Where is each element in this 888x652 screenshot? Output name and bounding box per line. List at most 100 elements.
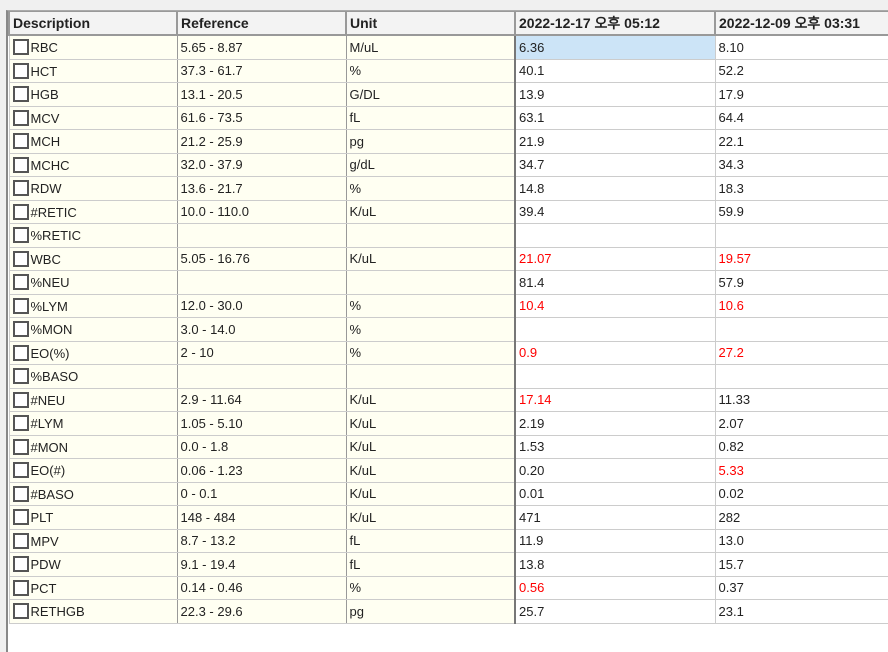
row-checkbox[interactable] [12,556,29,573]
description-cell[interactable]: %MON [8,317,178,342]
description-cell[interactable]: #MON [8,434,178,459]
row-checkbox[interactable] [12,250,29,267]
value-cell-date-1[interactable]: 34.7 [514,152,716,177]
table-row[interactable]: %RETIC [8,223,888,248]
value-cell-date-1[interactable]: 17.14 [514,387,716,412]
header-date-2[interactable]: 2022-12-09 오후 03:31 [714,11,888,36]
unit-cell[interactable]: K/uL [345,481,516,506]
description-cell[interactable]: %RETIC [8,223,178,248]
value-cell-date-2[interactable]: 282 [714,505,888,530]
table-row[interactable]: PDW 9.1 - 19.4 fL 13.8 15.7 [8,552,888,577]
table-row[interactable]: MPV 8.7 - 13.2 fL 11.9 13.0 [8,528,888,553]
row-checkbox[interactable] [12,462,29,479]
description-cell[interactable]: RDW [8,176,178,201]
reference-cell[interactable]: 13.1 - 20.5 [176,82,347,107]
reference-cell[interactable]: 0 - 0.1 [176,481,347,506]
unit-cell[interactable]: fL [345,105,516,130]
table-row[interactable]: RETHGB 22.3 - 29.6 pg 25.7 23.1 [8,599,888,624]
value-cell-date-2[interactable]: 17.9 [714,82,888,107]
description-cell[interactable]: HGB [8,82,178,107]
row-checkbox[interactable] [12,415,29,432]
value-cell-date-1[interactable]: 39.4 [514,199,716,224]
row-checkbox[interactable] [12,297,29,314]
unit-cell[interactable]: fL [345,528,516,553]
table-row[interactable]: #LYM 1.05 - 5.10 K/uL 2.19 2.07 [8,411,888,436]
row-checkbox[interactable] [12,227,29,244]
value-cell-date-1[interactable]: 21.07 [514,246,716,271]
value-cell-date-1[interactable]: 25.7 [514,599,716,624]
description-cell[interactable]: PCT [8,575,178,600]
row-checkbox[interactable] [12,532,29,549]
unit-cell[interactable]: % [345,293,516,318]
table-row[interactable]: #NEU 2.9 - 11.64 K/uL 17.14 11.33 [8,387,888,412]
reference-cell[interactable]: 0.06 - 1.23 [176,458,347,483]
description-cell[interactable]: PDW [8,552,178,577]
value-cell-date-2[interactable]: 64.4 [714,105,888,130]
row-checkbox[interactable] [12,109,29,126]
value-cell-date-1[interactable]: 13.9 [514,82,716,107]
table-row[interactable]: MCH 21.2 - 25.9 pg 21.9 22.1 [8,129,888,154]
value-cell-date-1[interactable]: 63.1 [514,105,716,130]
unit-cell[interactable]: K/uL [345,458,516,483]
description-cell[interactable]: #RETIC [8,199,178,224]
value-cell-date-1[interactable]: 0.56 [514,575,716,600]
row-checkbox[interactable] [12,368,29,385]
description-cell[interactable]: #NEU [8,387,178,412]
unit-cell[interactable] [345,270,516,295]
unit-cell[interactable]: pg [345,129,516,154]
value-cell-date-2[interactable]: 15.7 [714,552,888,577]
row-checkbox[interactable] [12,579,29,596]
reference-cell[interactable]: 12.0 - 30.0 [176,293,347,318]
reference-cell[interactable]: 61.6 - 73.5 [176,105,347,130]
row-checkbox[interactable] [12,603,29,620]
description-cell[interactable]: EO(%) [8,340,178,365]
table-row[interactable]: WBC 5.05 - 16.76 K/uL 21.07 19.57 [8,246,888,271]
table-row[interactable]: MCHC 32.0 - 37.9 g/dL 34.7 34.3 [8,152,888,177]
table-row[interactable]: MCV 61.6 - 73.5 fL 63.1 64.4 [8,105,888,130]
row-checkbox[interactable] [12,86,29,103]
description-cell[interactable]: RETHGB [8,599,178,624]
reference-cell[interactable]: 0.14 - 0.46 [176,575,347,600]
table-row[interactable]: EO(%) 2 - 10% 0.9 27.2 [8,340,888,365]
row-checkbox[interactable] [12,274,29,291]
value-cell-date-2[interactable]: 8.10 [714,34,888,60]
value-cell-date-2[interactable]: 5.33 [714,458,888,483]
unit-cell[interactable] [345,364,516,389]
unit-cell[interactable]: M/uL [345,34,516,60]
header-reference[interactable]: Reference [176,11,347,36]
row-checkbox[interactable] [12,485,29,502]
unit-cell[interactable]: K/uL [345,387,516,412]
header-date-1[interactable]: 2022-12-17 오후 05:12 [514,11,716,36]
description-cell[interactable]: RBC [8,34,178,60]
table-row[interactable]: RBC 5.65 - 8.87 M/uL 6.36 8.10 [8,34,888,60]
unit-cell[interactable]: % [345,176,516,201]
table-row[interactable]: %LYM 12.0 - 30.0% 10.4 10.6 [8,293,888,318]
value-cell-date-1[interactable]: 471 [514,505,716,530]
header-description[interactable]: Description [8,11,178,36]
unit-cell[interactable]: % [345,575,516,600]
value-cell-date-1[interactable]: 0.9 [514,340,716,365]
description-cell[interactable]: MCHC [8,152,178,177]
value-cell-date-2[interactable]: 0.37 [714,575,888,600]
value-cell-date-2[interactable]: 27.2 [714,340,888,365]
table-row[interactable]: %NEU 81.4 57.9 [8,270,888,295]
table-row[interactable]: #BASO 0 - 0.1 K/uL 0.01 0.02 [8,481,888,506]
value-cell-date-2[interactable]: 52.2 [714,58,888,83]
table-row[interactable]: #MON 0.0 - 1.8 K/uL 1.53 0.82 [8,434,888,459]
value-cell-date-2[interactable]: 57.9 [714,270,888,295]
reference-cell[interactable] [176,223,347,248]
value-cell-date-2[interactable] [714,317,888,342]
reference-cell[interactable]: 13.6 - 21.7 [176,176,347,201]
reference-cell[interactable]: 1.05 - 5.10 [176,411,347,436]
value-cell-date-1[interactable]: 1.53 [514,434,716,459]
description-cell[interactable]: #LYM [8,411,178,436]
unit-cell[interactable]: K/uL [345,246,516,271]
table-row[interactable]: %MON 3.0 - 14.0% [8,317,888,342]
description-cell[interactable]: HCT [8,58,178,83]
unit-cell[interactable]: K/uL [345,505,516,530]
reference-cell[interactable]: 2 - 10 [176,340,347,365]
reference-cell[interactable] [176,364,347,389]
reference-cell[interactable]: 9.1 - 19.4 [176,552,347,577]
value-cell-date-1[interactable]: 14.8 [514,176,716,201]
table-row[interactable]: RDW 13.6 - 21.7% 14.8 18.3 [8,176,888,201]
